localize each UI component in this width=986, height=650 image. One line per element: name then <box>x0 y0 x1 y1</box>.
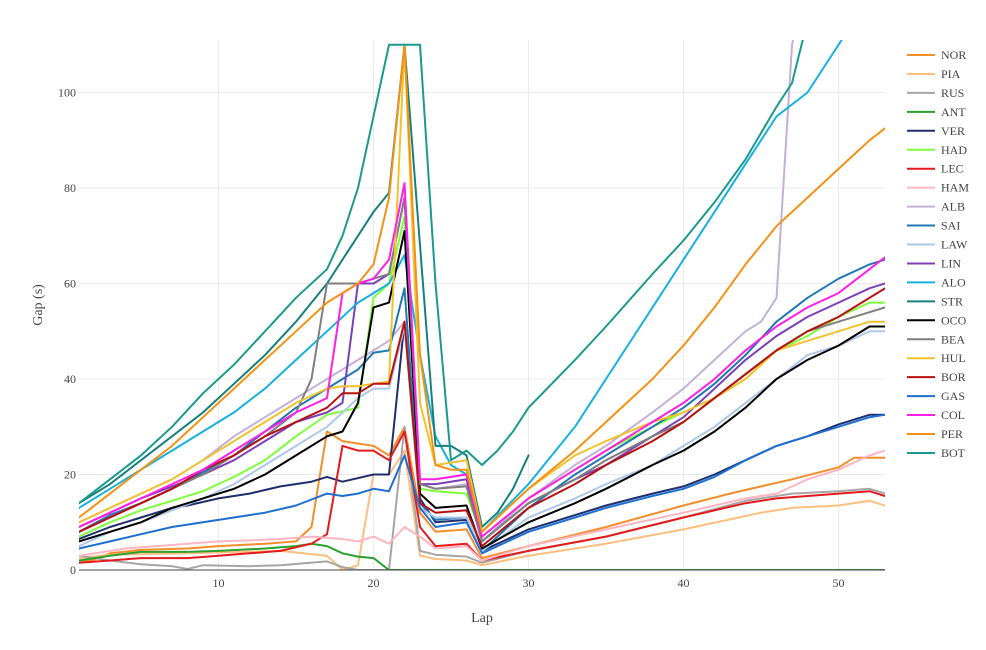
legend-item-bor[interactable]: BOR <box>907 370 966 384</box>
legend-label: PER <box>941 427 963 441</box>
legend-item-bea[interactable]: BEA <box>907 332 965 346</box>
x-tick-label: 40 <box>678 576 690 590</box>
legend-label: BOR <box>941 370 966 384</box>
legend-label: LAW <box>941 238 968 252</box>
legend-label: ALO <box>941 275 966 289</box>
series-line-bot <box>79 40 804 505</box>
legend-item-per[interactable]: PER <box>907 427 963 441</box>
legend-label: COL <box>941 408 965 422</box>
y-axis-title: Gap (s) <box>31 284 46 326</box>
series-line-lec <box>79 430 885 564</box>
legend-item-pia[interactable]: PIA <box>907 67 961 81</box>
series-line-per <box>79 43 885 533</box>
legend-item-ham[interactable]: HAM <box>907 181 969 195</box>
legend-item-rus[interactable]: RUS <box>907 86 964 100</box>
series-line-bea <box>79 196 885 543</box>
legend-item-ant[interactable]: ANT <box>907 105 966 119</box>
series-line-ham <box>79 449 885 562</box>
legend-item-sai[interactable]: SAI <box>907 219 960 233</box>
y-tick-label: 20 <box>64 468 76 482</box>
y-tick-label: 100 <box>58 86 76 100</box>
legend-item-lec[interactable]: LEC <box>907 162 964 176</box>
legend-label: STR <box>941 294 963 308</box>
x-gridlines <box>218 40 839 570</box>
y-tick-label: 40 <box>64 372 76 386</box>
series-line-hul <box>79 43 885 533</box>
series-line-law <box>79 325 885 552</box>
x-tick-labels: 10 20 30 40 50 <box>213 576 845 590</box>
legend-item-col[interactable]: COL <box>907 408 965 422</box>
legend-label: LIN <box>941 256 961 270</box>
series-line-alb <box>79 40 795 543</box>
legend-label: LEC <box>941 162 964 176</box>
legend-label: ALB <box>941 200 965 214</box>
legend-label: NOR <box>941 48 966 62</box>
legend-item-lin[interactable]: LIN <box>907 256 961 270</box>
legend-item-str[interactable]: STR <box>907 294 963 308</box>
series-lines <box>79 40 885 570</box>
series-line-col <box>79 182 885 538</box>
legend-label: BOT <box>941 446 966 460</box>
legend-label: PIA <box>941 67 961 81</box>
legend-item-bot[interactable]: BOT <box>907 446 966 460</box>
legend-label: SAI <box>941 219 960 233</box>
x-tick-label: 50 <box>833 576 845 590</box>
legend-label: OCO <box>941 313 967 327</box>
series-line-nor <box>79 425 885 564</box>
legend: NOR PIA RUS ANT VER HAD LEC HAM ALB SAI LAW LIN ALO S… <box>907 48 969 460</box>
series-line-ver <box>79 320 885 552</box>
series-line-bor <box>79 287 885 548</box>
series-line-gas <box>79 413 885 555</box>
x-tick-label: 20 <box>368 576 380 590</box>
series-line-oco <box>79 230 885 550</box>
x-tick-label: 30 <box>523 576 535 590</box>
legend-label: GAS <box>941 389 965 403</box>
legend-label: BEA <box>941 332 965 346</box>
legend-label: VER <box>941 124 965 138</box>
legend-item-oco[interactable]: OCO <box>907 313 967 327</box>
legend-item-hul[interactable]: HUL <box>907 351 966 365</box>
legend-item-alb[interactable]: ALB <box>907 200 965 214</box>
series-line-lin <box>79 196 885 543</box>
legend-item-gas[interactable]: GAS <box>907 389 965 403</box>
legend-item-ver[interactable]: VER <box>907 124 965 138</box>
series-line-rus <box>79 425 885 570</box>
series-line-had <box>79 215 885 538</box>
legend-label: RUS <box>941 86 964 100</box>
series-line-pia <box>79 449 885 570</box>
x-axis-title: Lap <box>471 611 493 626</box>
y-tick-labels: 0 20 40 60 80 100 <box>58 86 76 577</box>
legend-label: ANT <box>941 105 966 119</box>
y-tick-label: 80 <box>64 181 76 195</box>
legend-item-law[interactable]: LAW <box>907 238 968 252</box>
legend-label: HAD <box>941 143 967 157</box>
legend-item-had[interactable]: HAD <box>907 143 967 157</box>
series-line-str <box>79 43 530 528</box>
y-tick-label: 0 <box>70 563 76 577</box>
legend-item-alo[interactable]: ALO <box>907 275 966 289</box>
x-tick-label: 10 <box>213 576 225 590</box>
y-gridlines <box>79 92 885 476</box>
legend-label: HAM <box>941 181 969 195</box>
legend-label: HUL <box>941 351 966 365</box>
legend-item-nor[interactable]: NOR <box>907 48 966 62</box>
y-tick-label: 60 <box>64 277 76 291</box>
series-line-sai <box>79 258 885 552</box>
